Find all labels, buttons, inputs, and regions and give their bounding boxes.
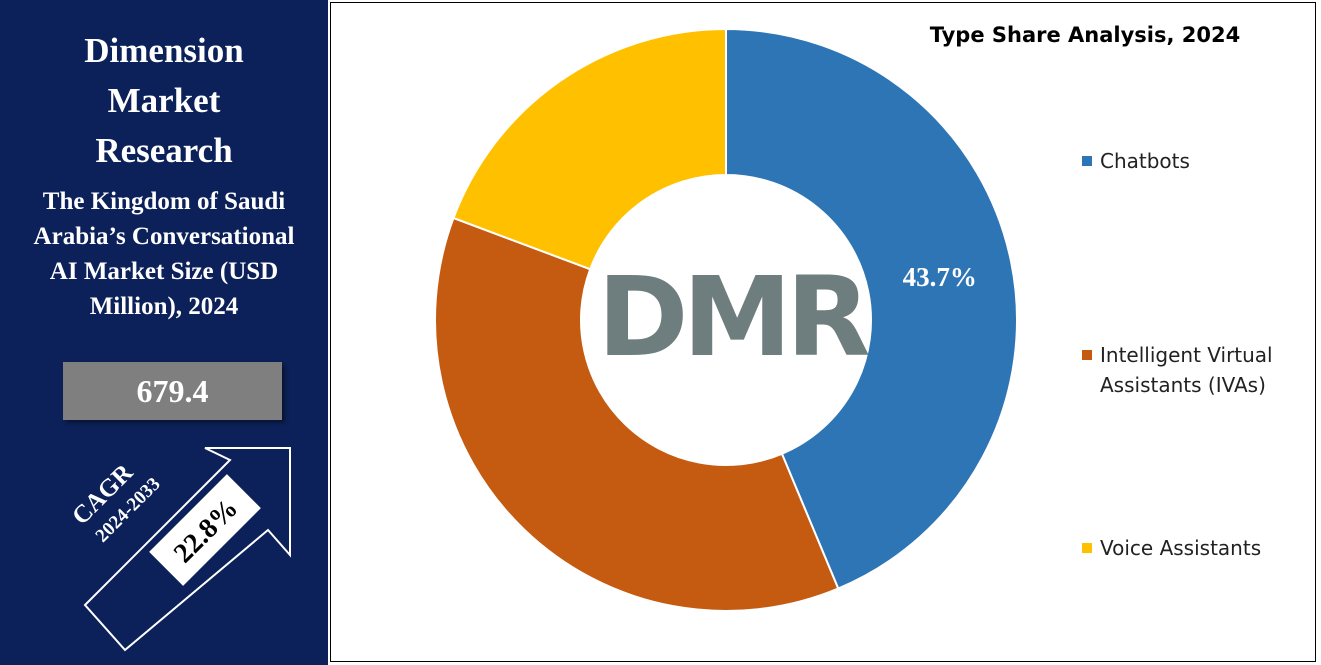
legend-label: Chatbots bbox=[1100, 149, 1190, 173]
legend-label: Voice Assistants bbox=[1100, 536, 1262, 560]
donut-segment bbox=[725, 27, 1018, 590]
legend-swatch bbox=[1082, 156, 1092, 166]
data-label: 43.7% bbox=[903, 262, 977, 292]
arrow bbox=[83, 447, 291, 652]
donut-segment bbox=[434, 216, 840, 612]
donut-segment bbox=[452, 27, 727, 271]
legend-swatch bbox=[1082, 543, 1092, 553]
legend-item: Voice Assistants bbox=[1082, 533, 1312, 563]
legend-swatch bbox=[1082, 350, 1092, 360]
legend-item: Intelligent Virtual Assistants (IVAs) bbox=[1082, 340, 1312, 400]
chart-title: Type Share Analysis, 2024 bbox=[930, 23, 1240, 47]
chart-frame bbox=[330, 2, 1316, 662]
headline: The Kingdom of Saudi Arabia’s Conversati… bbox=[33, 188, 295, 320]
info-panel: Dimension Market Research The Kingdom of… bbox=[0, 0, 328, 665]
center-logo: DMR bbox=[597, 253, 869, 381]
brand: Dimension Market Research bbox=[84, 31, 244, 170]
cagr-graphic: 22.8% CAGR 2024-2033 bbox=[67, 447, 291, 652]
legend-label: Intelligent Virtual Assistants (IVAs) bbox=[1100, 343, 1273, 397]
market-size: 679.4 bbox=[63, 362, 282, 420]
legend-item: Chatbots bbox=[1082, 146, 1312, 176]
